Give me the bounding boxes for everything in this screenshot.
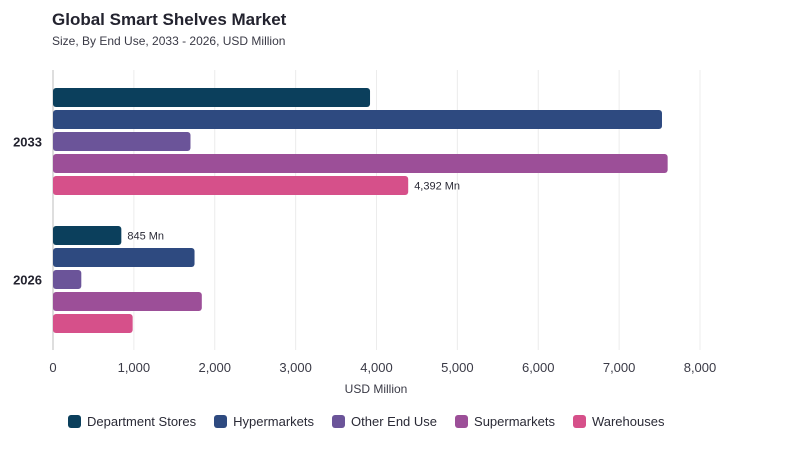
legend-swatch bbox=[68, 415, 81, 428]
x-axis-label: USD Million bbox=[345, 382, 408, 396]
legend-swatch bbox=[214, 415, 228, 428]
y-axis-categories: 2033 2026 bbox=[13, 135, 42, 288]
legend-label: Supermarkets bbox=[474, 414, 555, 429]
category-label: 2033 bbox=[13, 135, 42, 150]
x-tick-label: 2,000 bbox=[198, 360, 231, 375]
x-tick-label: 8,000 bbox=[684, 360, 717, 375]
bar-chart: 4,392 Mn 845 Mn 0 1,000 2,000 3,000 4,000 5,00… bbox=[13, 70, 716, 396]
chart-subtitle: Size, By End Use, 2033 - 2026, USD Milli… bbox=[52, 34, 286, 48]
legend-item: Department Stores bbox=[68, 414, 196, 429]
bar bbox=[53, 154, 668, 173]
legend-label: Warehouses bbox=[591, 414, 665, 429]
bar bbox=[53, 248, 195, 267]
data-label: 4,392 Mn bbox=[414, 181, 460, 193]
bar bbox=[53, 314, 133, 333]
legend-label: Hypermarkets bbox=[233, 414, 315, 429]
legend-swatch bbox=[332, 415, 346, 428]
legend-label: Department Stores bbox=[87, 414, 197, 429]
data-labels-group: 4,392 Mn 845 Mn bbox=[127, 181, 460, 243]
category-label: 2026 bbox=[13, 273, 42, 288]
legend-label: Other End Use bbox=[351, 414, 438, 429]
bar bbox=[53, 88, 371, 107]
legend-item: Hypermarkets bbox=[214, 414, 314, 429]
legend-item: Other End Use bbox=[332, 414, 437, 429]
legend-swatch bbox=[572, 415, 586, 428]
bar bbox=[53, 292, 202, 311]
x-tick-label: 4,000 bbox=[360, 360, 393, 375]
bar bbox=[53, 176, 409, 195]
data-label: 845 Mn bbox=[127, 231, 164, 243]
bar bbox=[53, 226, 122, 245]
chart-title: Global Smart Shelves Market bbox=[52, 10, 287, 29]
x-tick-label: 6,000 bbox=[522, 360, 555, 375]
x-tick-label: 5,000 bbox=[441, 360, 474, 375]
x-tick-label: 3,000 bbox=[279, 360, 312, 375]
x-tick-label: 1,000 bbox=[118, 360, 151, 375]
bar bbox=[53, 110, 662, 129]
bar bbox=[53, 132, 191, 151]
x-axis-ticks: 0 1,000 2,000 3,000 4,000 5,000 6,000 7,000 8,00… bbox=[49, 360, 716, 375]
bars-group bbox=[53, 88, 668, 333]
x-tick-label: 7,000 bbox=[603, 360, 636, 375]
legend-swatch bbox=[455, 415, 469, 428]
x-tick-label: 0 bbox=[49, 360, 56, 375]
legend-item: Supermarkets bbox=[455, 414, 555, 429]
legend-item: Warehouses bbox=[572, 414, 665, 429]
bar bbox=[53, 270, 82, 289]
legend: Department Stores Hypermarkets Other End U… bbox=[68, 414, 682, 429]
